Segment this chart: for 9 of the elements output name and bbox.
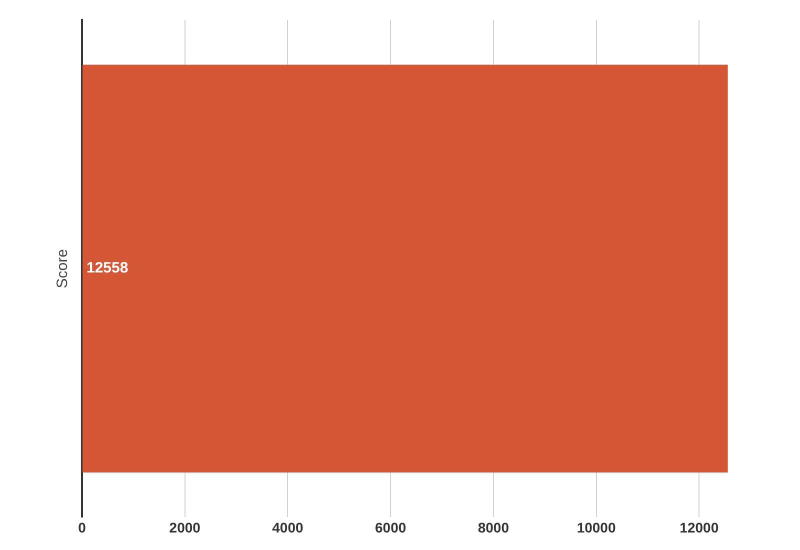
x-tick-label: 12000 xyxy=(680,519,719,536)
y-axis-title: Score xyxy=(54,249,72,288)
x-tick-label: 4000 xyxy=(272,519,304,536)
x-tick-label: 8000 xyxy=(478,519,510,536)
x-tick-label: 0 xyxy=(78,519,86,536)
data-label: 12558 xyxy=(86,260,128,277)
x-tick-label: 10000 xyxy=(576,519,616,536)
x-tick-label: 6000 xyxy=(374,519,406,536)
x-tick-label: 2000 xyxy=(169,519,201,536)
